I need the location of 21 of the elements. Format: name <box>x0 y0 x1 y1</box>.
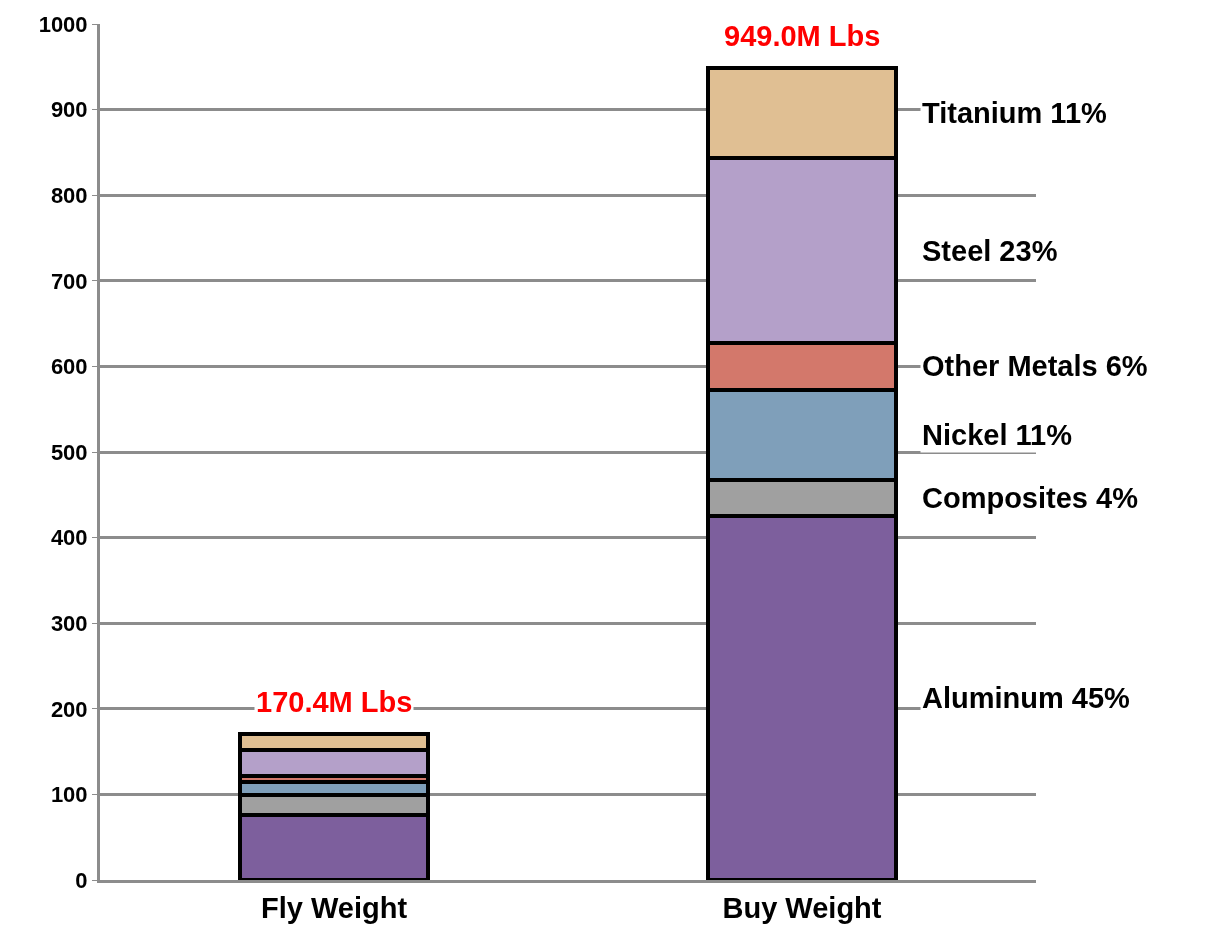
y-tick-label: 800 <box>50 182 88 208</box>
y-tick-label: 400 <box>50 525 88 551</box>
series-label: Other Metals 6% <box>922 350 1148 382</box>
total-label: 949.0M Lbs <box>724 20 881 52</box>
y-tick-label: 1000 <box>38 11 88 37</box>
y-tick-label: 0 <box>75 867 88 893</box>
x-tick-label: Fly Weight <box>260 891 408 924</box>
y-tick-label: 500 <box>50 439 88 465</box>
y-tick-label: 300 <box>50 610 88 636</box>
y-tick-label: 200 <box>50 696 88 722</box>
series-label: Nickel 11% <box>922 419 1073 451</box>
y-tick-label: 600 <box>50 354 88 380</box>
y-tick-label: 900 <box>50 97 88 123</box>
x-tick-label: Buy Weight <box>722 891 882 924</box>
series-label: Composites 4% <box>922 482 1139 514</box>
y-tick-label: 700 <box>50 268 88 294</box>
series-label: Steel 23% <box>922 235 1058 267</box>
total-label: 170.4M Lbs <box>256 686 413 718</box>
series-label: Titanium 11% <box>922 97 1108 129</box>
series-label: Aluminum 45% <box>922 682 1131 714</box>
y-tick-label: 100 <box>50 782 88 808</box>
